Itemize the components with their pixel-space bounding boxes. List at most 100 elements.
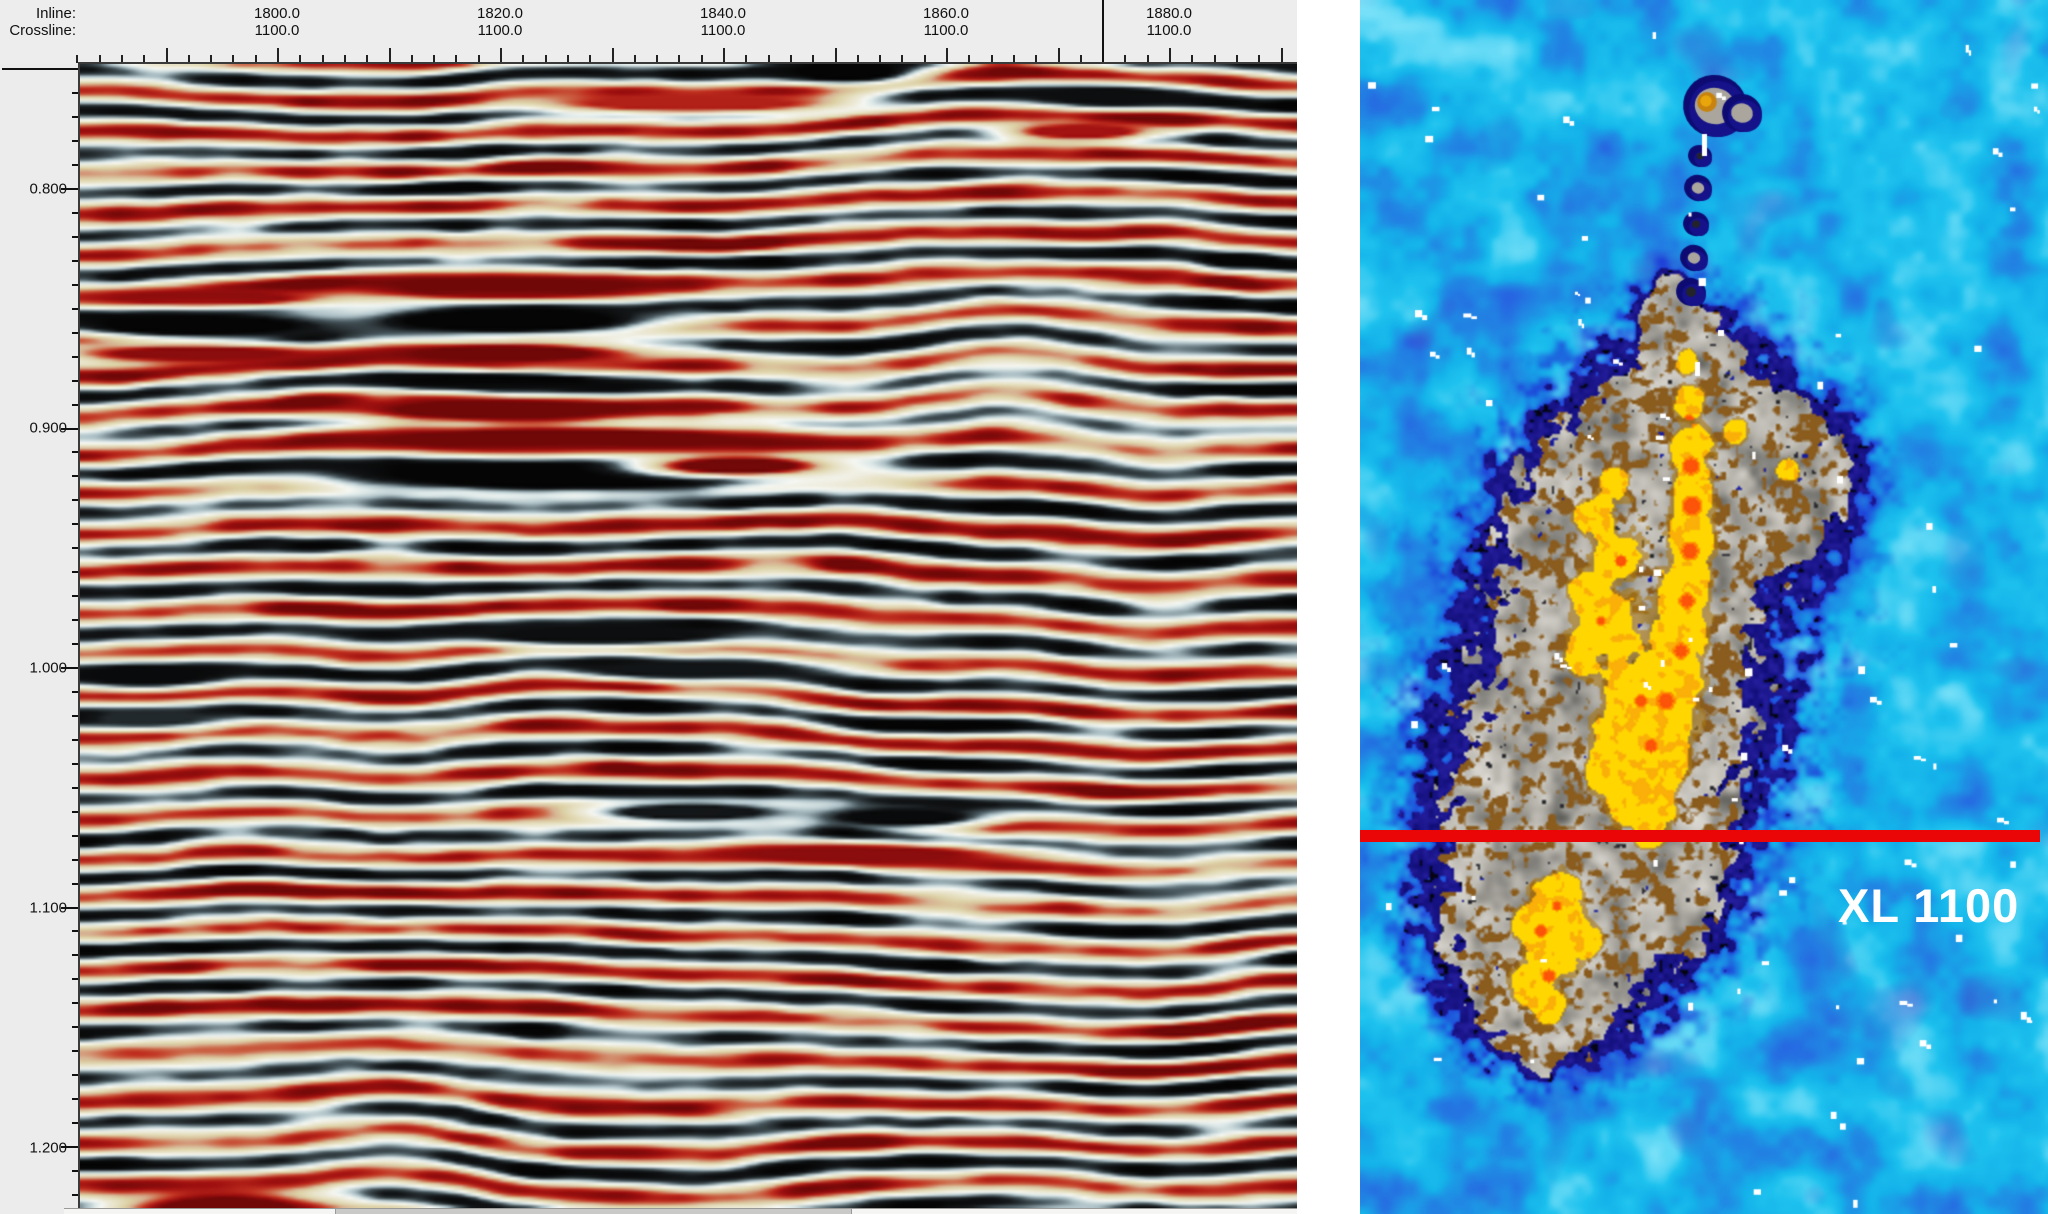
ruler-major-tick (946, 48, 948, 63)
ruler-major-tick (500, 48, 502, 63)
crossline-value: 1100.0 (923, 22, 969, 39)
time-label-0.900: 0.900 (29, 419, 67, 437)
time-minor-tick (72, 1122, 80, 1125)
ruler-minor-tick (544, 55, 547, 63)
amplitude-map-image[interactable] (1360, 0, 2048, 1214)
ruler-minor-tick (1124, 55, 1127, 63)
header-column-1840.0: 1840.0 1100.0 (700, 5, 746, 39)
ruler-minor-tick (210, 55, 213, 63)
ruler-minor-tick (789, 55, 792, 63)
ruler-minor-tick (477, 55, 480, 63)
ruler-minor-tick (1079, 55, 1082, 63)
time-minor-tick (72, 475, 80, 478)
inline-value: 1860.0 (923, 5, 969, 22)
ruler-major-tick (1280, 48, 1283, 63)
header-column-1800.0: 1800.0 1100.0 (254, 5, 300, 39)
time-minor-tick (72, 499, 80, 502)
crossline-1100-label: XL 1100 (1838, 879, 2020, 932)
time-minor-tick (72, 164, 80, 167)
ruler-minor-tick (76, 55, 79, 63)
time-minor-tick (72, 786, 80, 789)
plot-left-border (78, 62, 80, 1208)
ruler-minor-tick (522, 55, 525, 63)
horizontal-scrollbar[interactable] (64, 1208, 1297, 1214)
time-minor-tick (72, 259, 80, 262)
amplitude-map-panel: XL 1100 (1360, 0, 2048, 1214)
inline-axis-label: Inline: (35, 5, 76, 22)
time-minor-tick (72, 523, 80, 526)
ruler-major-tick (165, 48, 168, 63)
ruler-minor-tick (968, 55, 971, 63)
ruler-minor-tick (1235, 55, 1238, 63)
seismic-image[interactable] (80, 64, 1297, 1208)
time-label-1.000: 1.000 (29, 659, 67, 677)
time-major-tick (61, 1146, 80, 1148)
horizontal-scrollbar-thumb[interactable] (335, 1209, 852, 1214)
time-minor-tick (72, 595, 80, 598)
ruler-baseline (78, 62, 1297, 64)
ruler-minor-tick (187, 55, 190, 63)
time-label-0.800: 0.800 (29, 180, 67, 198)
time-minor-tick (72, 211, 80, 214)
ruler-minor-tick (455, 55, 458, 63)
ruler-minor-tick (700, 55, 703, 63)
time-minor-tick (72, 379, 80, 382)
time-minor-tick (72, 1050, 80, 1053)
time-minor-tick (72, 738, 80, 741)
inline-value: 1800.0 (254, 5, 300, 22)
ruler-minor-tick (745, 55, 748, 63)
time-minor-tick (72, 116, 80, 119)
inline-crossline-header: Inline: Crossline: 1800.0 1100.0 1820.0 110… (0, 0, 1297, 64)
time-minor-tick (72, 547, 80, 550)
crossline-1100-line (1360, 830, 2040, 842)
time-minor-tick (72, 834, 80, 837)
time-minor-tick (72, 1193, 80, 1196)
time-minor-tick (72, 1002, 80, 1005)
ruler-major-tick (1057, 48, 1060, 63)
ruler-minor-tick (812, 55, 815, 63)
ruler-minor-tick (232, 55, 235, 63)
time-minor-tick (72, 619, 80, 622)
ruler-minor-tick (901, 55, 904, 63)
inline-value: 1820.0 (477, 5, 523, 22)
time-axis: 0.800 0.900 1.000 1.100 1.200 (0, 64, 80, 1214)
ruler-minor-tick (1213, 55, 1216, 63)
time-minor-tick (72, 762, 80, 765)
time-minor-tick (72, 1169, 80, 1172)
time-major-tick (61, 667, 80, 669)
crossline-value: 1100.0 (477, 22, 523, 39)
ruler-minor-tick (1012, 55, 1015, 63)
ruler-minor-tick (1146, 55, 1149, 63)
ruler-minor-tick (120, 55, 123, 63)
crossline-value: 1100.0 (1146, 22, 1192, 39)
ruler-minor-tick (767, 55, 770, 63)
ruler-minor-tick (299, 55, 302, 63)
time-minor-tick (72, 92, 80, 95)
time-minor-tick (72, 690, 80, 693)
time-label-1.100: 1.100 (29, 899, 67, 917)
ruler-minor-tick (321, 55, 324, 63)
ruler-minor-tick (1258, 55, 1261, 63)
ruler-minor-tick (1035, 55, 1038, 63)
ruler-minor-tick (678, 55, 681, 63)
ruler-minor-tick (410, 55, 413, 63)
ruler-major-tick (723, 48, 725, 63)
time-minor-tick (72, 403, 80, 406)
time-major-tick (61, 188, 80, 190)
time-major-tick (61, 427, 80, 430)
time-minor-tick (72, 331, 80, 334)
time-minor-tick (72, 882, 80, 885)
header-column-1820.0: 1820.0 1100.0 (477, 5, 523, 39)
time-minor-tick (72, 571, 80, 574)
ruler-minor-tick (143, 55, 146, 63)
ruler-major-tick (1169, 48, 1171, 63)
crossline-cursor-marker (1102, 0, 1104, 62)
crossline-value: 1100.0 (254, 22, 300, 39)
ruler-minor-tick (1191, 55, 1194, 63)
ruler-minor-tick (589, 55, 592, 63)
ruler-minor-tick (254, 55, 257, 63)
ruler-minor-tick (879, 55, 882, 63)
time-minor-tick (72, 714, 80, 717)
seismic-section-panel: Inline: Crossline: 1800.0 1100.0 1820.0 110… (0, 0, 1297, 1214)
time-minor-tick (72, 355, 80, 358)
